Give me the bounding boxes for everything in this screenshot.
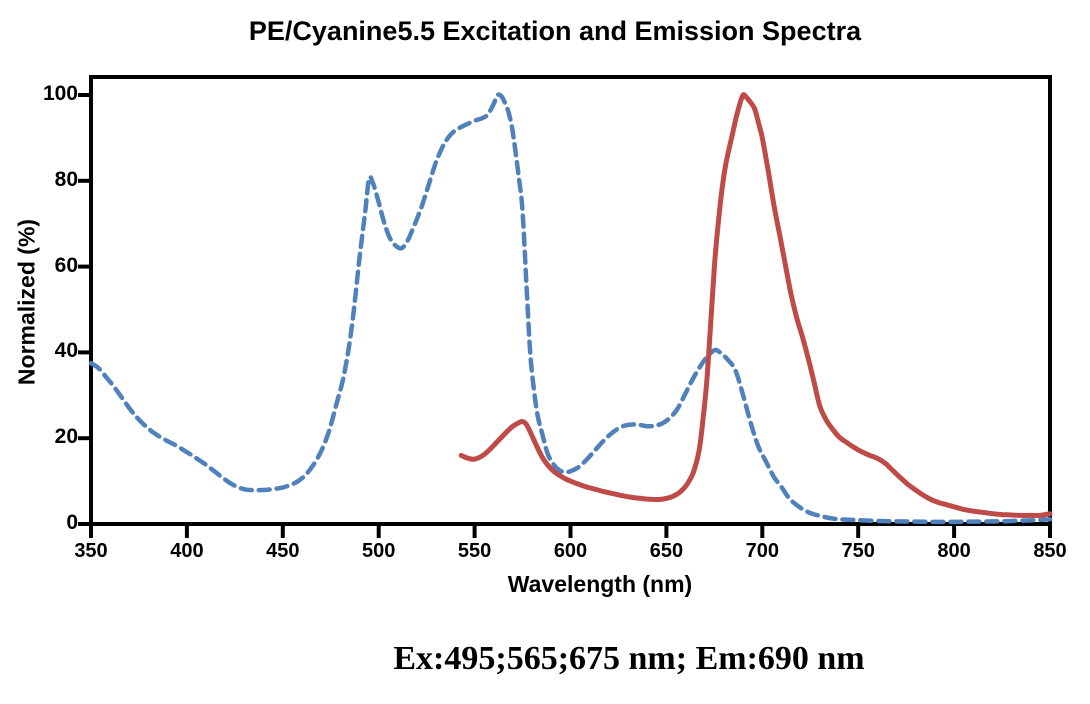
x-axis-title: Wavelength (nm) bbox=[507, 571, 693, 597]
emission-curve bbox=[458, 92, 1053, 519]
plot-area bbox=[89, 75, 1052, 526]
spectra-curves bbox=[88, 92, 1053, 525]
x-tick-label: 850 bbox=[1033, 540, 1067, 562]
x-tick-label: 800 bbox=[937, 540, 971, 562]
x-tick-label: 500 bbox=[362, 540, 396, 562]
x-tick-label: 350 bbox=[74, 540, 108, 562]
x-tick-label: 700 bbox=[745, 540, 779, 562]
y-tick-label: 100 bbox=[42, 82, 78, 105]
x-tick-label: 600 bbox=[553, 540, 588, 562]
axis-tick-marks bbox=[78, 93, 1052, 538]
y-tick-label: 60 bbox=[54, 253, 78, 277]
excitation-curve bbox=[88, 92, 1053, 525]
y-tick-label: 0 bbox=[66, 511, 78, 534]
x-tick-label: 450 bbox=[266, 540, 300, 562]
x-tick-label: 750 bbox=[841, 540, 875, 562]
y-tick-label: 80 bbox=[54, 167, 78, 191]
x-tick-label: 550 bbox=[457, 540, 492, 562]
x-tick-label: 400 bbox=[170, 540, 204, 562]
x-tick-label: 650 bbox=[649, 540, 684, 562]
y-tick-label: 40 bbox=[54, 339, 78, 363]
y-tick-label: 20 bbox=[54, 425, 78, 449]
chart-title: PE/Cyanine5.5 Excitation and Emission Sp… bbox=[248, 16, 862, 46]
ex-em-annotation: Ex:495;565;675 nm; Em:690 nm bbox=[393, 640, 865, 677]
